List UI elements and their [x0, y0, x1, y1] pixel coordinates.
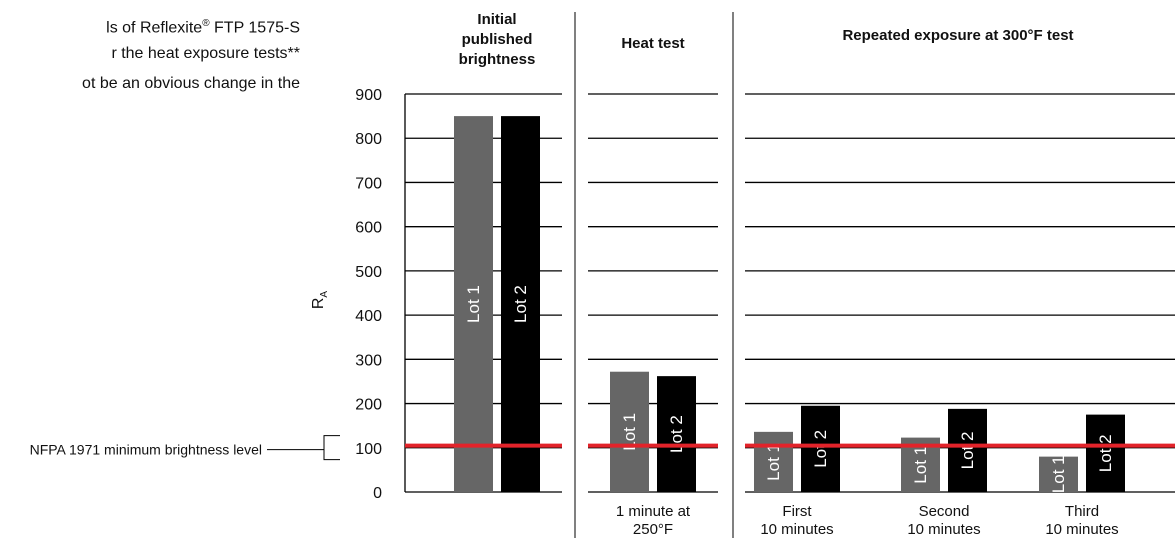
y-tick-label: 300 [355, 352, 382, 369]
group-label: 250°F [633, 521, 673, 538]
bar [657, 376, 696, 492]
section-header: Initial [477, 11, 516, 28]
bar-label: Lot 1 [1049, 455, 1068, 493]
y-tick-label: 600 [355, 220, 382, 237]
group-label: 10 minutes [760, 521, 833, 538]
reference-bracket [267, 435, 340, 451]
bar-label: Lot 1 [911, 446, 930, 484]
bar [501, 116, 540, 492]
section-header: published [462, 31, 533, 48]
group-label: First [782, 503, 812, 520]
bar-label: Lot 1 [464, 285, 483, 323]
bar-label: Lot 1 [764, 443, 783, 481]
y-tick-label: 100 [355, 441, 382, 458]
y-tick-label: 200 [355, 397, 382, 414]
section-header: brightness [459, 51, 536, 68]
bar-label: Lot 2 [667, 415, 686, 453]
y-axis-label-main: R [310, 298, 327, 310]
y-axis-label-subscript: A [319, 291, 330, 298]
reference-line-label: NFPA 1971 minimum brightness level [30, 442, 262, 458]
bar-label: Lot 2 [958, 432, 977, 470]
bar [801, 405, 840, 492]
intro-line-2: r the heat exposure tests** [111, 45, 300, 62]
y-tick-label: 400 [355, 308, 382, 325]
bar [948, 408, 987, 492]
intro-text: ls of Reflexite® FTP 1575-S r the heat e… [0, 0, 300, 150]
bar-label: Lot 1 [620, 413, 639, 451]
y-tick-label: 500 [355, 264, 382, 281]
group-label: Third [1065, 503, 1099, 520]
y-tick-label: 0 [373, 485, 382, 502]
bar-label: Lot 2 [511, 285, 530, 323]
group-label: 10 minutes [1045, 521, 1118, 538]
bar [454, 116, 493, 492]
bar [610, 371, 649, 492]
y-tick-label: 800 [355, 131, 382, 148]
group-label: Second [919, 503, 970, 520]
bar [754, 431, 793, 492]
reference-bracket-lower [323, 449, 340, 461]
bar [1086, 414, 1125, 492]
y-tick-label: 700 [355, 175, 382, 192]
section-header: Repeated exposure at 300°F test [842, 27, 1073, 44]
bar [1039, 456, 1078, 492]
intro-line-1: ls of Reflexite® FTP 1575-S [106, 18, 300, 37]
intro-line-3: ot be an obvious change in the [82, 75, 300, 92]
bar-label: Lot 2 [1096, 434, 1115, 472]
section-header: Heat test [621, 35, 684, 52]
y-tick-label: 900 [355, 87, 382, 104]
bar-label: Lot 2 [811, 430, 830, 468]
group-label: 1 minute at [616, 503, 691, 520]
y-axis-label: RA [310, 291, 330, 310]
group-label: 10 minutes [907, 521, 980, 538]
